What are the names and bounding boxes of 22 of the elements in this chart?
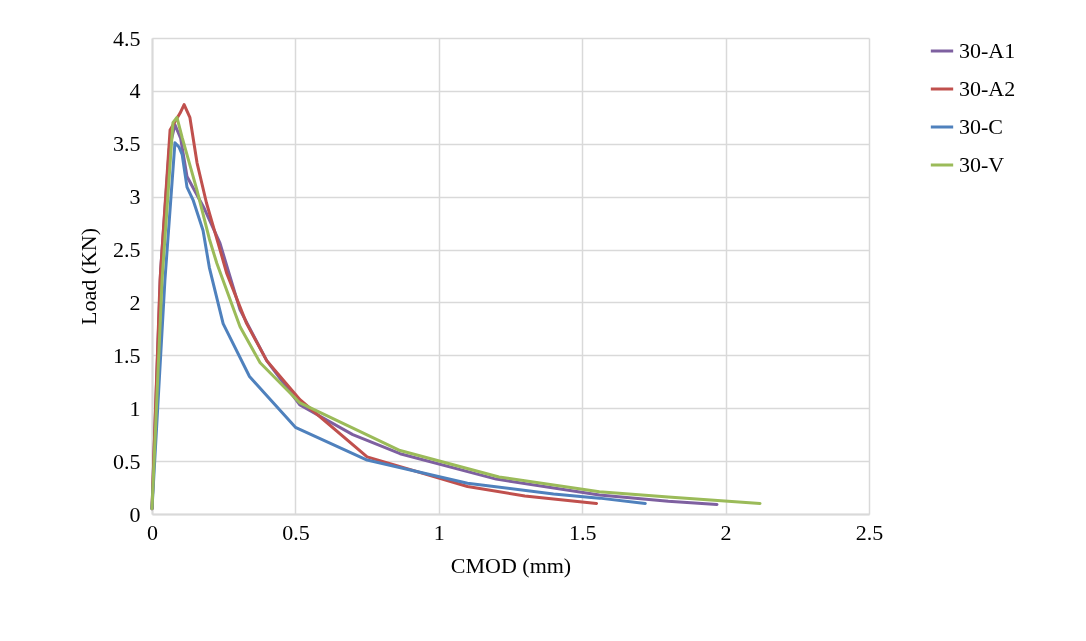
y-tick-label: 2 (129, 289, 141, 315)
x-tick-label: 2.5 (855, 519, 884, 545)
legend-label: 30-C (959, 114, 1003, 139)
y-tick-label: 4 (129, 78, 141, 104)
y-tick-label: 0 (129, 501, 141, 527)
x-tick-label: 1.5 (568, 519, 597, 545)
y-tick-label: 3 (129, 184, 141, 210)
x-axis-title: CMOD (mm) (450, 552, 572, 578)
y-tick-label: 1.5 (113, 342, 141, 368)
legend-label: 30-V (959, 152, 1005, 177)
x-tick-label: 1 (433, 519, 445, 545)
x-tick-label: 2 (720, 519, 732, 545)
x-tick-label: 0 (147, 519, 158, 545)
legend-label: 30-A1 (959, 38, 1016, 63)
y-tick-label: 1 (129, 395, 141, 421)
y-tick-label: 3.5 (113, 131, 141, 157)
y-tick-label: 4.5 (113, 25, 141, 51)
y-tick-label: 0.5 (113, 448, 141, 474)
y-tick-label: 2.5 (113, 237, 141, 263)
legend-label: 30-A2 (959, 76, 1016, 101)
y-axis-title: Load (KN) (76, 227, 101, 326)
x-tick-label: 0.5 (282, 519, 310, 545)
